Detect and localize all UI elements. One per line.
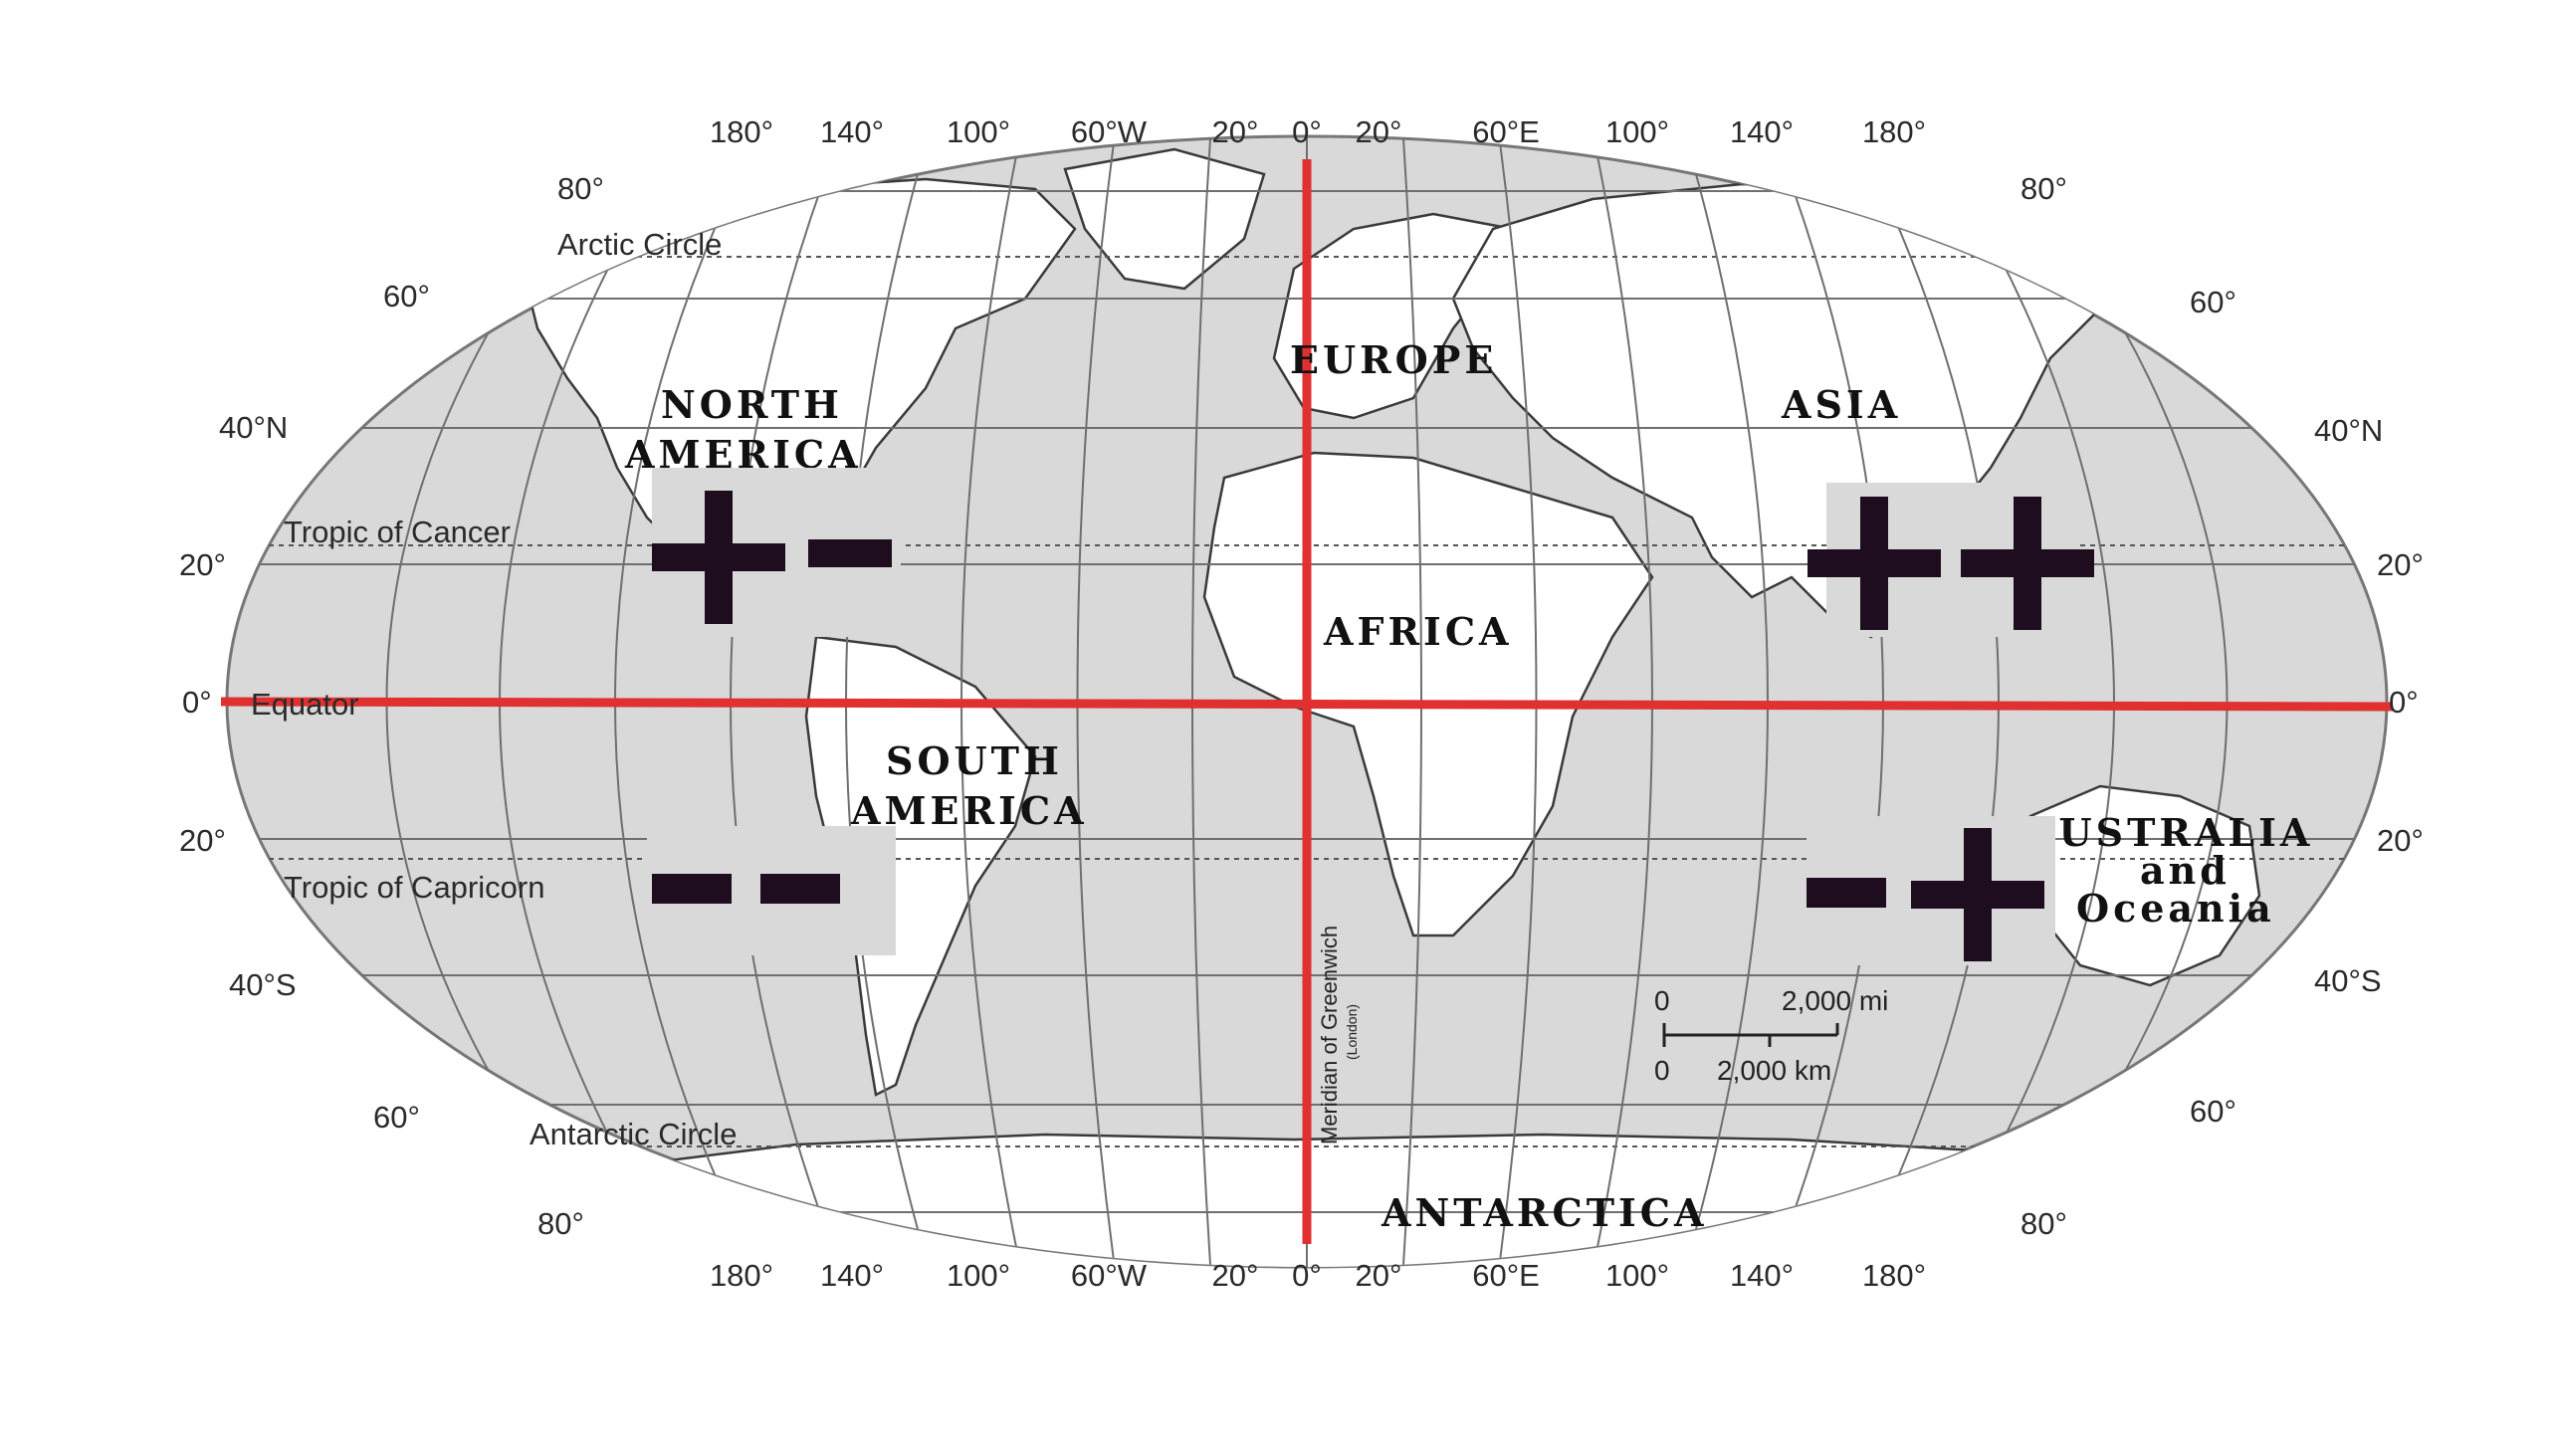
- lat-label-left-4: 0°: [182, 685, 212, 720]
- australia-label-2: and: [2140, 848, 2231, 893]
- quadrant-signs: [652, 491, 2094, 961]
- top-longitude-labels: 180° 140° 100° 60°W 20° 0° 20° 60°E 100°…: [710, 114, 1926, 149]
- south-america-label-2: AMERICA: [850, 788, 1088, 833]
- lon-label-bottom-10: 180°: [1862, 1258, 1926, 1293]
- lon-label-top-3: 60°W: [1071, 114, 1148, 149]
- lat-label-right-1: 60°: [2190, 285, 2236, 319]
- lat-label-left-0: 80°: [557, 171, 604, 206]
- lat-label-left-5: 20°: [179, 823, 226, 858]
- continent-labels: NORTH AMERICA EUROPE ASIA AFRICA SOUTH A…: [624, 337, 2313, 1235]
- greenland-landmass: [1063, 147, 1266, 291]
- arctic-circle-label: Arctic Circle: [557, 227, 722, 262]
- lat-label-left-3: 20°: [179, 547, 226, 582]
- lon-label-bottom-6: 20°: [1356, 1258, 1402, 1293]
- lon-label-bottom-1: 140°: [820, 1258, 884, 1293]
- lon-label-bottom-8: 100°: [1605, 1258, 1669, 1293]
- europe-landmass: [1272, 212, 1515, 420]
- ne-plus2-v: [2014, 497, 2041, 630]
- lon-label-top-10: 180°: [1862, 114, 1926, 149]
- lat-label-left-2: 40°N: [219, 410, 288, 445]
- lon-label-top-6: 20°: [1356, 114, 1402, 149]
- prime-meridian-sub-label: (London): [1344, 1004, 1360, 1060]
- scale-km-zero: 0: [1654, 1055, 1670, 1086]
- lat-label-left-8: 80°: [537, 1206, 584, 1241]
- bottom-longitude-labels: 180° 140° 100° 60°W 20° 0° 20° 60°E 100°…: [710, 1258, 1926, 1293]
- europe-label: EUROPE: [1290, 337, 1497, 382]
- north-america-label-1: NORTH: [661, 382, 843, 427]
- lon-label-top-5: 0°: [1292, 114, 1322, 149]
- lat-label-right-4: 0°: [2389, 685, 2419, 720]
- se-minus: [1807, 878, 1886, 908]
- lon-label-top-8: 100°: [1605, 114, 1669, 149]
- lon-label-top-4: 20°: [1212, 114, 1259, 149]
- right-latitude-labels: 80° 60° 40°N 20° 0° 20° 40°S 60° 80°: [2020, 171, 2424, 1241]
- africa-label: AFRICA: [1323, 609, 1513, 654]
- left-latitude-labels: 80° 60° 40°N 20° 0° 20° 40°S 60° 80°: [179, 171, 604, 1241]
- lat-label-right-8: 80°: [2020, 1206, 2067, 1241]
- lat-label-right-5: 20°: [2377, 823, 2424, 858]
- lat-label-right-3: 20°: [2377, 547, 2424, 582]
- africa-landmass: [1202, 451, 1654, 937]
- ne-plus1-v: [1860, 497, 1888, 630]
- lat-label-right-0: 80°: [2020, 171, 2067, 206]
- nw-minus: [808, 539, 892, 567]
- lat-label-left-7: 60°: [373, 1100, 420, 1135]
- ne-sign: [1808, 497, 2094, 630]
- australia-label-1: AUSTRALIA: [2024, 810, 2313, 855]
- antarctic-circle-label: Antarctic Circle: [530, 1117, 737, 1151]
- lon-label-bottom-3: 60°W: [1071, 1258, 1148, 1293]
- lon-label-bottom-4: 20°: [1212, 1258, 1259, 1293]
- lat-label-left-1: 60°: [383, 279, 430, 313]
- scale-mi-value: 2,000 mi: [1782, 985, 1888, 1016]
- asia-label: ASIA: [1781, 382, 1901, 427]
- tropic-of-cancer-label: Tropic of Cancer: [284, 515, 511, 549]
- scale-km-value: 2,000 km: [1717, 1055, 1831, 1086]
- lon-label-bottom-5: 0°: [1292, 1258, 1322, 1293]
- nw-sign: [652, 491, 892, 624]
- lon-label-bottom-9: 140°: [1730, 1258, 1794, 1293]
- scale-mi-zero: 0: [1654, 985, 1670, 1016]
- lon-label-top-7: 60°E: [1472, 114, 1540, 149]
- se-sign: [1807, 828, 2044, 961]
- sw-sign: [652, 874, 840, 904]
- lat-label-right-7: 60°: [2190, 1094, 2236, 1129]
- lon-label-top-9: 140°: [1730, 114, 1794, 149]
- tropic-of-capricorn-label: Tropic of Capricorn: [284, 870, 544, 905]
- lon-label-bottom-0: 180°: [710, 1258, 773, 1293]
- lat-label-right-2: 40°N: [2314, 413, 2383, 448]
- lon-label-top-1: 140°: [820, 114, 884, 149]
- sw-minus1: [652, 874, 732, 904]
- nw-plus-v: [705, 491, 733, 624]
- lat-label-left-6: 40°S: [229, 967, 297, 1002]
- equator-label: Equator: [251, 687, 359, 722]
- lon-label-bottom-2: 100°: [947, 1258, 1010, 1293]
- lon-label-bottom-7: 60°E: [1472, 1258, 1540, 1293]
- australia-label-3: Oceania: [2076, 886, 2275, 931]
- lon-label-top-2: 100°: [947, 114, 1010, 149]
- prime-meridian-label: Meridian of Greenwich: [1317, 926, 1342, 1144]
- lon-label-top-0: 180°: [710, 114, 773, 149]
- antarctica-label: ANTARCTICA: [1381, 1190, 1708, 1235]
- south-america-label-1: SOUTH: [886, 738, 1063, 783]
- sw-minus2: [760, 874, 840, 904]
- scale-bar: 0 2,000 mi 0 2,000 km: [1654, 985, 1888, 1086]
- se-plus-v: [1964, 828, 1992, 961]
- lat-label-right-6: 40°S: [2314, 963, 2382, 998]
- special-line-labels: Arctic Circle Tropic of Cancer Equator T…: [251, 227, 1360, 1151]
